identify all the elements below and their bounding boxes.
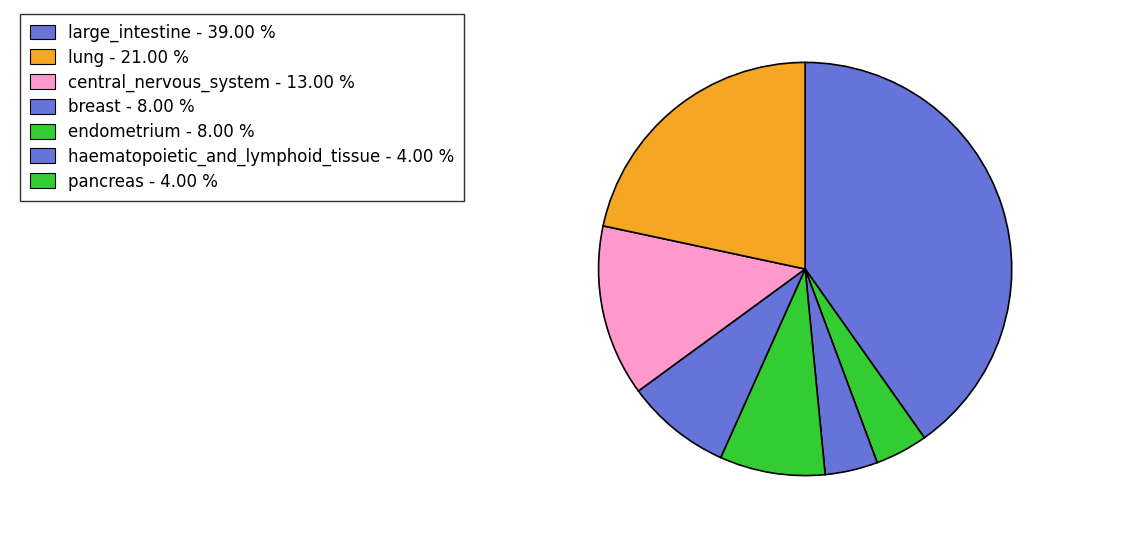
Wedge shape	[638, 269, 805, 457]
Wedge shape	[805, 269, 924, 463]
Wedge shape	[805, 62, 1012, 438]
Legend: large_intestine - 39.00 %, lung - 21.00 %, central_nervous_system - 13.00 %, bre: large_intestine - 39.00 %, lung - 21.00 …	[19, 13, 464, 201]
Wedge shape	[599, 226, 805, 391]
Wedge shape	[805, 269, 878, 475]
Wedge shape	[721, 269, 826, 476]
Wedge shape	[603, 62, 805, 269]
